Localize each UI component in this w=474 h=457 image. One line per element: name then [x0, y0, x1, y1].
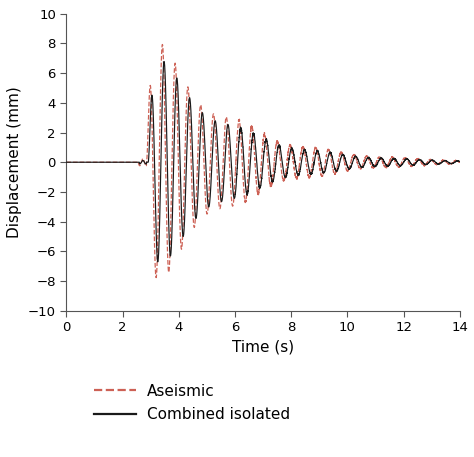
X-axis label: Time (s): Time (s)	[232, 340, 294, 355]
Legend: Aseismic, Combined isolated: Aseismic, Combined isolated	[94, 384, 290, 422]
Y-axis label: Displacement (mm): Displacement (mm)	[8, 86, 22, 238]
